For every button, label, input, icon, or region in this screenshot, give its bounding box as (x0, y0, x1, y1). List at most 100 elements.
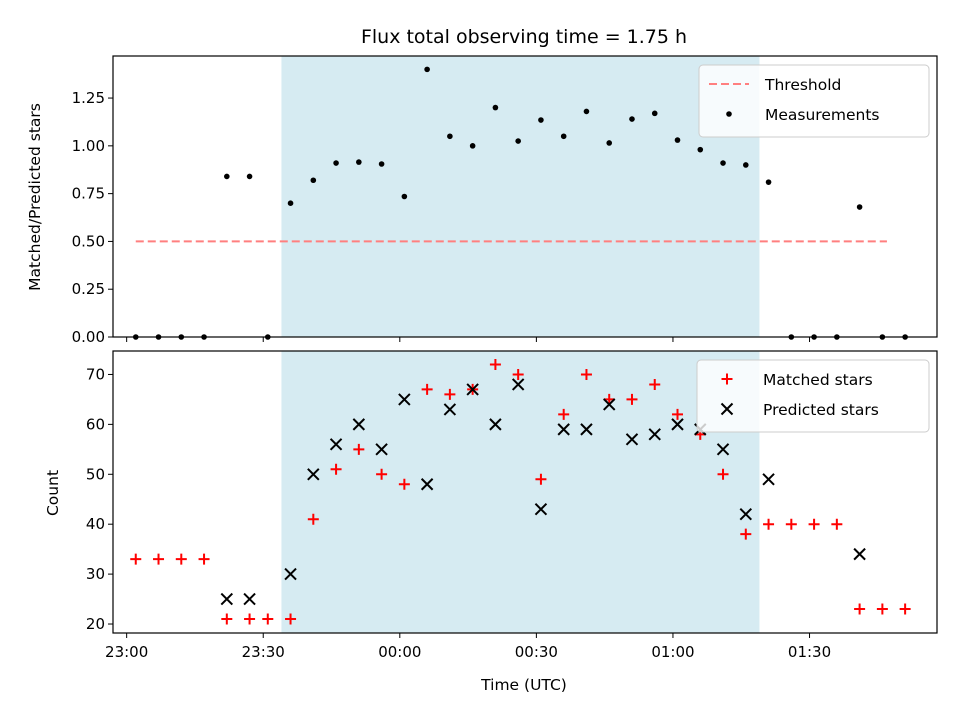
bottom-matched-stars-point (512, 368, 524, 380)
top-measurements-point (224, 173, 230, 180)
top-measurements-point (401, 193, 408, 200)
bottom-predicted-stars-point (534, 503, 548, 516)
top-measurements-point (560, 133, 567, 140)
bottom-predicted-stars-point (603, 398, 616, 411)
bottom-matched-stars-point (175, 553, 187, 565)
top-panel: 0.00 0.25 0.50 0.75 1.00 1.25 Threshold Measure… (72, 55, 938, 346)
bottom-predicted-stars-point (489, 418, 502, 431)
bottom-matched-stars-point (740, 528, 752, 540)
bottom-matched-stars-point (580, 368, 592, 380)
top-measurements-point (515, 138, 521, 144)
x-tick-label: 00:00 (378, 643, 421, 661)
top-measurements-point (697, 146, 704, 153)
bottom-axes-frame (112, 350, 938, 634)
top-y-tick-label: 1.00 (72, 137, 105, 155)
bottom-matched-stars-point (558, 408, 570, 420)
top-measurements-point (310, 177, 317, 184)
x-tick-label: 01:30 (788, 643, 831, 661)
bottom-matched-stars-point (421, 383, 433, 395)
bottom-matched-stars-point (831, 518, 843, 530)
top-measurements-point (287, 200, 294, 206)
top-legend-marker (726, 111, 732, 117)
top-measurements-point (538, 117, 544, 123)
bottom-legend-label: Matched stars (763, 371, 873, 389)
bottom-predicted-stars-point (716, 443, 730, 456)
bottom-predicted-stars-point (398, 393, 411, 406)
bottom-matched-stars-point (376, 468, 388, 480)
bottom-predicted-stars-point (557, 423, 570, 436)
top-measurements-point (447, 133, 453, 140)
top-measurements-point (583, 108, 590, 115)
bottom-matched-stars-point (489, 358, 501, 370)
bottom-panel: 20 30 40 50 60 70 23:00 23:30 00:00 00:30 01:00 01:… (86, 350, 938, 661)
bottom-predicted-stars-point (580, 423, 593, 436)
top-measurements-point (356, 159, 362, 165)
bottom-matched-stars-point (763, 518, 775, 530)
bottom-matched-stars-point (244, 613, 256, 625)
bottom-matched-stars-point (899, 603, 911, 615)
top-measurements-point (606, 140, 613, 146)
top-y-tick-label: 1.25 (72, 89, 105, 107)
bottom-matched-stars-point (535, 473, 547, 485)
bottom-matched-stars-point (626, 393, 638, 405)
top-y-tick-label: 0.75 (72, 185, 105, 203)
bottom-predicted-stars-point (284, 567, 297, 581)
x-tick-label: 23:30 (242, 643, 285, 661)
bottom-legend-box (696, 359, 930, 433)
top-measurements-point (651, 110, 658, 117)
top-measurements-point (765, 179, 772, 185)
bottom-y-tick-label: 70 (86, 365, 105, 383)
bottom-matched-stars-point (649, 378, 661, 390)
bottom-matched-stars-point (262, 613, 274, 625)
bottom-predicted-stars-point (307, 468, 320, 481)
bottom-matched-stars-point (672, 408, 684, 420)
top-measurements-point (629, 116, 635, 122)
bottom-matched-stars-point (808, 518, 820, 530)
top-y-axis-label: Matched/Predicted stars (26, 103, 44, 291)
bottom-matched-stars-point (444, 388, 456, 400)
bottom-matched-stars-point (353, 443, 365, 455)
bottom-matched-stars-point (130, 553, 142, 565)
top-measurements-point (333, 160, 339, 166)
bottom-legend-label: Predicted stars (763, 401, 879, 419)
top-measurements-point (469, 143, 476, 149)
bottom-predicted-stars-point (853, 547, 866, 561)
bottom-predicted-stars-point (329, 438, 343, 451)
bottom-legend-marker (721, 373, 733, 385)
bottom-matched-stars-point (221, 613, 233, 625)
bottom-legend-marker (720, 402, 734, 416)
bottom-observing-window-shade (281, 351, 760, 633)
top-measurements-point (742, 162, 749, 168)
top-legend-label: Measurements (765, 106, 880, 124)
top-measurements-point (720, 160, 726, 166)
bottom-predicted-stars-point (243, 592, 256, 606)
top-measurements-point (492, 104, 499, 111)
bottom-predicted-stars-point (375, 443, 388, 456)
bottom-predicted-stars-point (625, 433, 639, 446)
bottom-predicted-stars-point (220, 592, 234, 606)
bottom-matched-stars-point (198, 553, 210, 565)
bottom-y-tick-label: 20 (86, 615, 105, 633)
x-tick-label: 01:00 (651, 643, 694, 661)
top-legend-label: Threshold (764, 76, 841, 94)
bottom-y-axis-label: Count (44, 470, 62, 516)
bottom-matched-stars-point (330, 463, 342, 475)
chart-title: Flux total observing time = 1.75 h (361, 26, 687, 48)
bottom-predicted-stars-point (511, 378, 525, 391)
top-observing-window-shade (281, 56, 760, 337)
bottom-matched-stars-point (876, 603, 888, 615)
bottom-predicted-stars-point (443, 403, 457, 416)
bottom-matched-stars-point (717, 468, 729, 480)
top-measurements-point (378, 161, 385, 167)
bottom-predicted-stars-point (648, 428, 661, 441)
top-axes-frame (112, 55, 938, 338)
bottom-predicted-stars-point (671, 418, 684, 431)
top-y-tick-label: 0.00 (72, 328, 105, 346)
top-measurements-point (246, 173, 253, 180)
top-measurements-point (856, 204, 863, 210)
bottom-predicted-stars-point (762, 473, 775, 486)
bottom-matched-stars-point (785, 518, 797, 530)
bottom-predicted-stars-point (466, 383, 479, 396)
bottom-predicted-stars-point (739, 508, 753, 521)
top-y-tick-label: 0.50 (72, 232, 105, 250)
